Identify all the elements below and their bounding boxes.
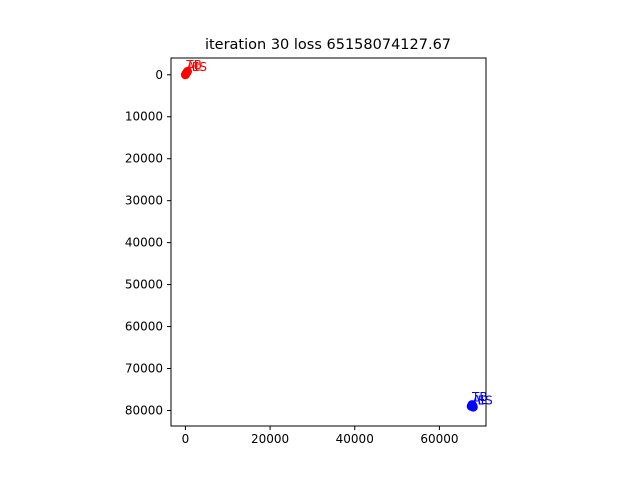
y-tick-label: 30000 (125, 194, 163, 208)
y-tick-label: 20000 (125, 152, 163, 166)
y-axis: 0 10000 20000 30000 40000 50000 60000 70000 8000… (125, 68, 171, 417)
x-tick-label: 20000 (251, 432, 289, 446)
y-tick-label: 80000 (125, 403, 163, 417)
point-label: ES (192, 60, 207, 74)
point-label: TB (471, 390, 488, 404)
scatter-point (468, 402, 478, 412)
y-tick-label: 60000 (125, 320, 163, 334)
point-label: AL (186, 60, 201, 74)
y-tick-label: 0 (155, 68, 163, 82)
x-tick-label: 0 (182, 432, 190, 446)
x-axis: 0 20000 40000 60000 (182, 426, 459, 446)
y-tick-label: 50000 (125, 278, 163, 292)
x-tick-label: 60000 (420, 432, 458, 446)
point-label: ES (478, 394, 493, 408)
plot-frame (170, 57, 487, 427)
y-tick-label: 10000 (125, 110, 163, 124)
chart-title: iteration 30 loss 65158074127.67 (205, 37, 451, 53)
y-tick-label: 40000 (125, 236, 163, 250)
x-tick-label: 40000 (336, 432, 374, 446)
point-label: AL (472, 393, 487, 407)
y-tick-label: 70000 (125, 362, 163, 376)
point-label: TB (185, 58, 202, 72)
scatter-point (183, 66, 193, 76)
